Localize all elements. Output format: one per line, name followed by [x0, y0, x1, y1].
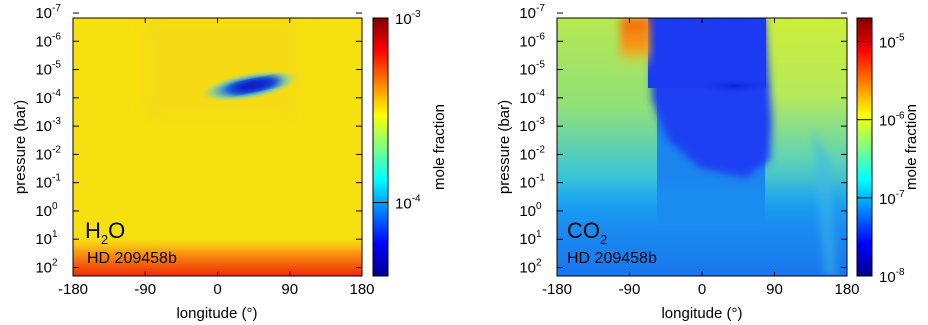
co2-y-tick-label: 10: [519, 118, 536, 135]
h2o-y-tick-label: 10: [35, 62, 52, 79]
h2o-y-tick-exp: -3: [52, 116, 61, 127]
h2o-y-tick-label: 10: [35, 90, 52, 107]
co2-y-tick-exp: -1: [536, 173, 545, 184]
co2-species-label: CO2: [567, 218, 607, 247]
co2-y-tick-exp: -6: [536, 31, 545, 42]
co2-colorbar-tick-label: 10-6: [879, 111, 905, 130]
co2-x-tick-label: 180: [834, 281, 859, 298]
co2-y-tick-label: 10: [519, 203, 536, 220]
co2-y-tick-exp: -3: [536, 116, 545, 127]
co2-y-tick-label: 10: [519, 231, 536, 248]
h2o-y-tick-label: 10: [35, 231, 52, 248]
h2o-y-tick-label: 10: [35, 33, 52, 50]
co2-panel: -180 -90 0 90 180 10-710-610-510-410-310-210…: [496, 3, 920, 322]
h2o-x-tick-label: -90: [134, 281, 156, 298]
h2o-y-tick-exp: -7: [52, 3, 61, 14]
co2-y-tick-exp: 1: [536, 229, 542, 240]
h2o-y-tick-exp: 0: [52, 201, 58, 212]
h2o-colorbar-label: mole fraction: [431, 104, 448, 190]
h2o-ylabel: pressure (bar): [12, 100, 29, 194]
co2-x-tick-label: -90: [619, 281, 641, 298]
h2o-colorbar-tick-label: 10-4: [395, 194, 421, 213]
co2-y-tick-exp: 0: [536, 201, 542, 212]
h2o-xlabel: longitude (°): [176, 305, 257, 322]
co2-y-tick-label: 10: [519, 33, 536, 50]
co2-y-tick-label: 10: [519, 259, 536, 276]
h2o-x-tick-label: 180: [349, 281, 374, 298]
h2o-y-tick-label: 10: [35, 118, 52, 135]
h2o-x-tick-label: 0: [213, 281, 221, 298]
h2o-y-tick-exp: -6: [52, 31, 61, 42]
h2o-y-tick-exp: -1: [52, 173, 61, 184]
co2-planet-label: HD 209458b: [567, 250, 657, 267]
co2-colorbar: [856, 17, 873, 277]
co2-colorbar-label: mole fraction: [903, 104, 920, 190]
co2-colorbar-tick-label: 10-7: [879, 189, 905, 208]
h2o-y-tick-label: 10: [35, 259, 52, 276]
co2-colorbar-tick-label: 10-8: [879, 267, 905, 286]
co2-y-tick-label: 10: [519, 62, 536, 79]
co2-y-tick-exp: -7: [536, 3, 545, 14]
co2-y-tick-exp: -4: [536, 88, 545, 99]
h2o-field: [73, 18, 362, 276]
h2o-colorbar-tick-label: 10-3: [395, 9, 421, 28]
h2o-y-tick-label: 10: [35, 146, 52, 163]
h2o-y-tick-label: 10: [35, 203, 52, 220]
co2-field: [557, 18, 847, 276]
h2o-x-tick-label: 90: [281, 281, 298, 298]
co2-y-tick-exp: 2: [536, 257, 542, 268]
h2o-y-tick-label: 10: [35, 175, 52, 192]
co2-colorbar-tick-label: 10-5: [879, 33, 905, 52]
h2o-x-ticks: -180 -90 0 90 180: [58, 18, 375, 298]
co2-x-tick-label: -180: [542, 281, 572, 298]
co2-x-tick-label: 0: [698, 281, 706, 298]
co2-y-tick-exp: -5: [536, 60, 545, 71]
co2-y-tick-label: 10: [519, 5, 536, 22]
h2o-x-tick-label: -180: [58, 281, 88, 298]
h2o-panel: -180 -90 0 90 180 10-710-610-510-410-310-210…: [12, 3, 448, 322]
co2-x-ticks: -180 -90 0 90 180: [542, 18, 860, 298]
h2o-y-tick-exp: -2: [52, 144, 61, 155]
co2-colorbar-ticks: 10-5 10-6 10-7 10-8: [857, 33, 905, 286]
h2o-y-tick-exp: -5: [52, 60, 61, 71]
co2-y-tick-label: 10: [519, 146, 536, 163]
h2o-y-tick-exp: -4: [52, 88, 61, 99]
co2-x-tick-label: 90: [766, 281, 783, 298]
h2o-species-label: H2O: [85, 218, 125, 247]
h2o-y-tick-label: 10: [35, 5, 52, 22]
h2o-planet-label: HD 209458b: [87, 250, 177, 267]
h2o-colorbar-ticks: 10-3 10-4: [373, 9, 421, 213]
co2-y-tick-label: 10: [519, 175, 536, 192]
co2-y-tick-exp: -2: [536, 144, 545, 155]
co2-y-tick-label: 10: [519, 90, 536, 107]
h2o-colorbar: [372, 17, 389, 277]
co2-xlabel: longitude (°): [661, 305, 742, 322]
co2-ylabel: pressure (bar): [496, 100, 513, 194]
h2o-y-tick-exp: 1: [52, 229, 58, 240]
h2o-y-tick-exp: 2: [52, 257, 58, 268]
